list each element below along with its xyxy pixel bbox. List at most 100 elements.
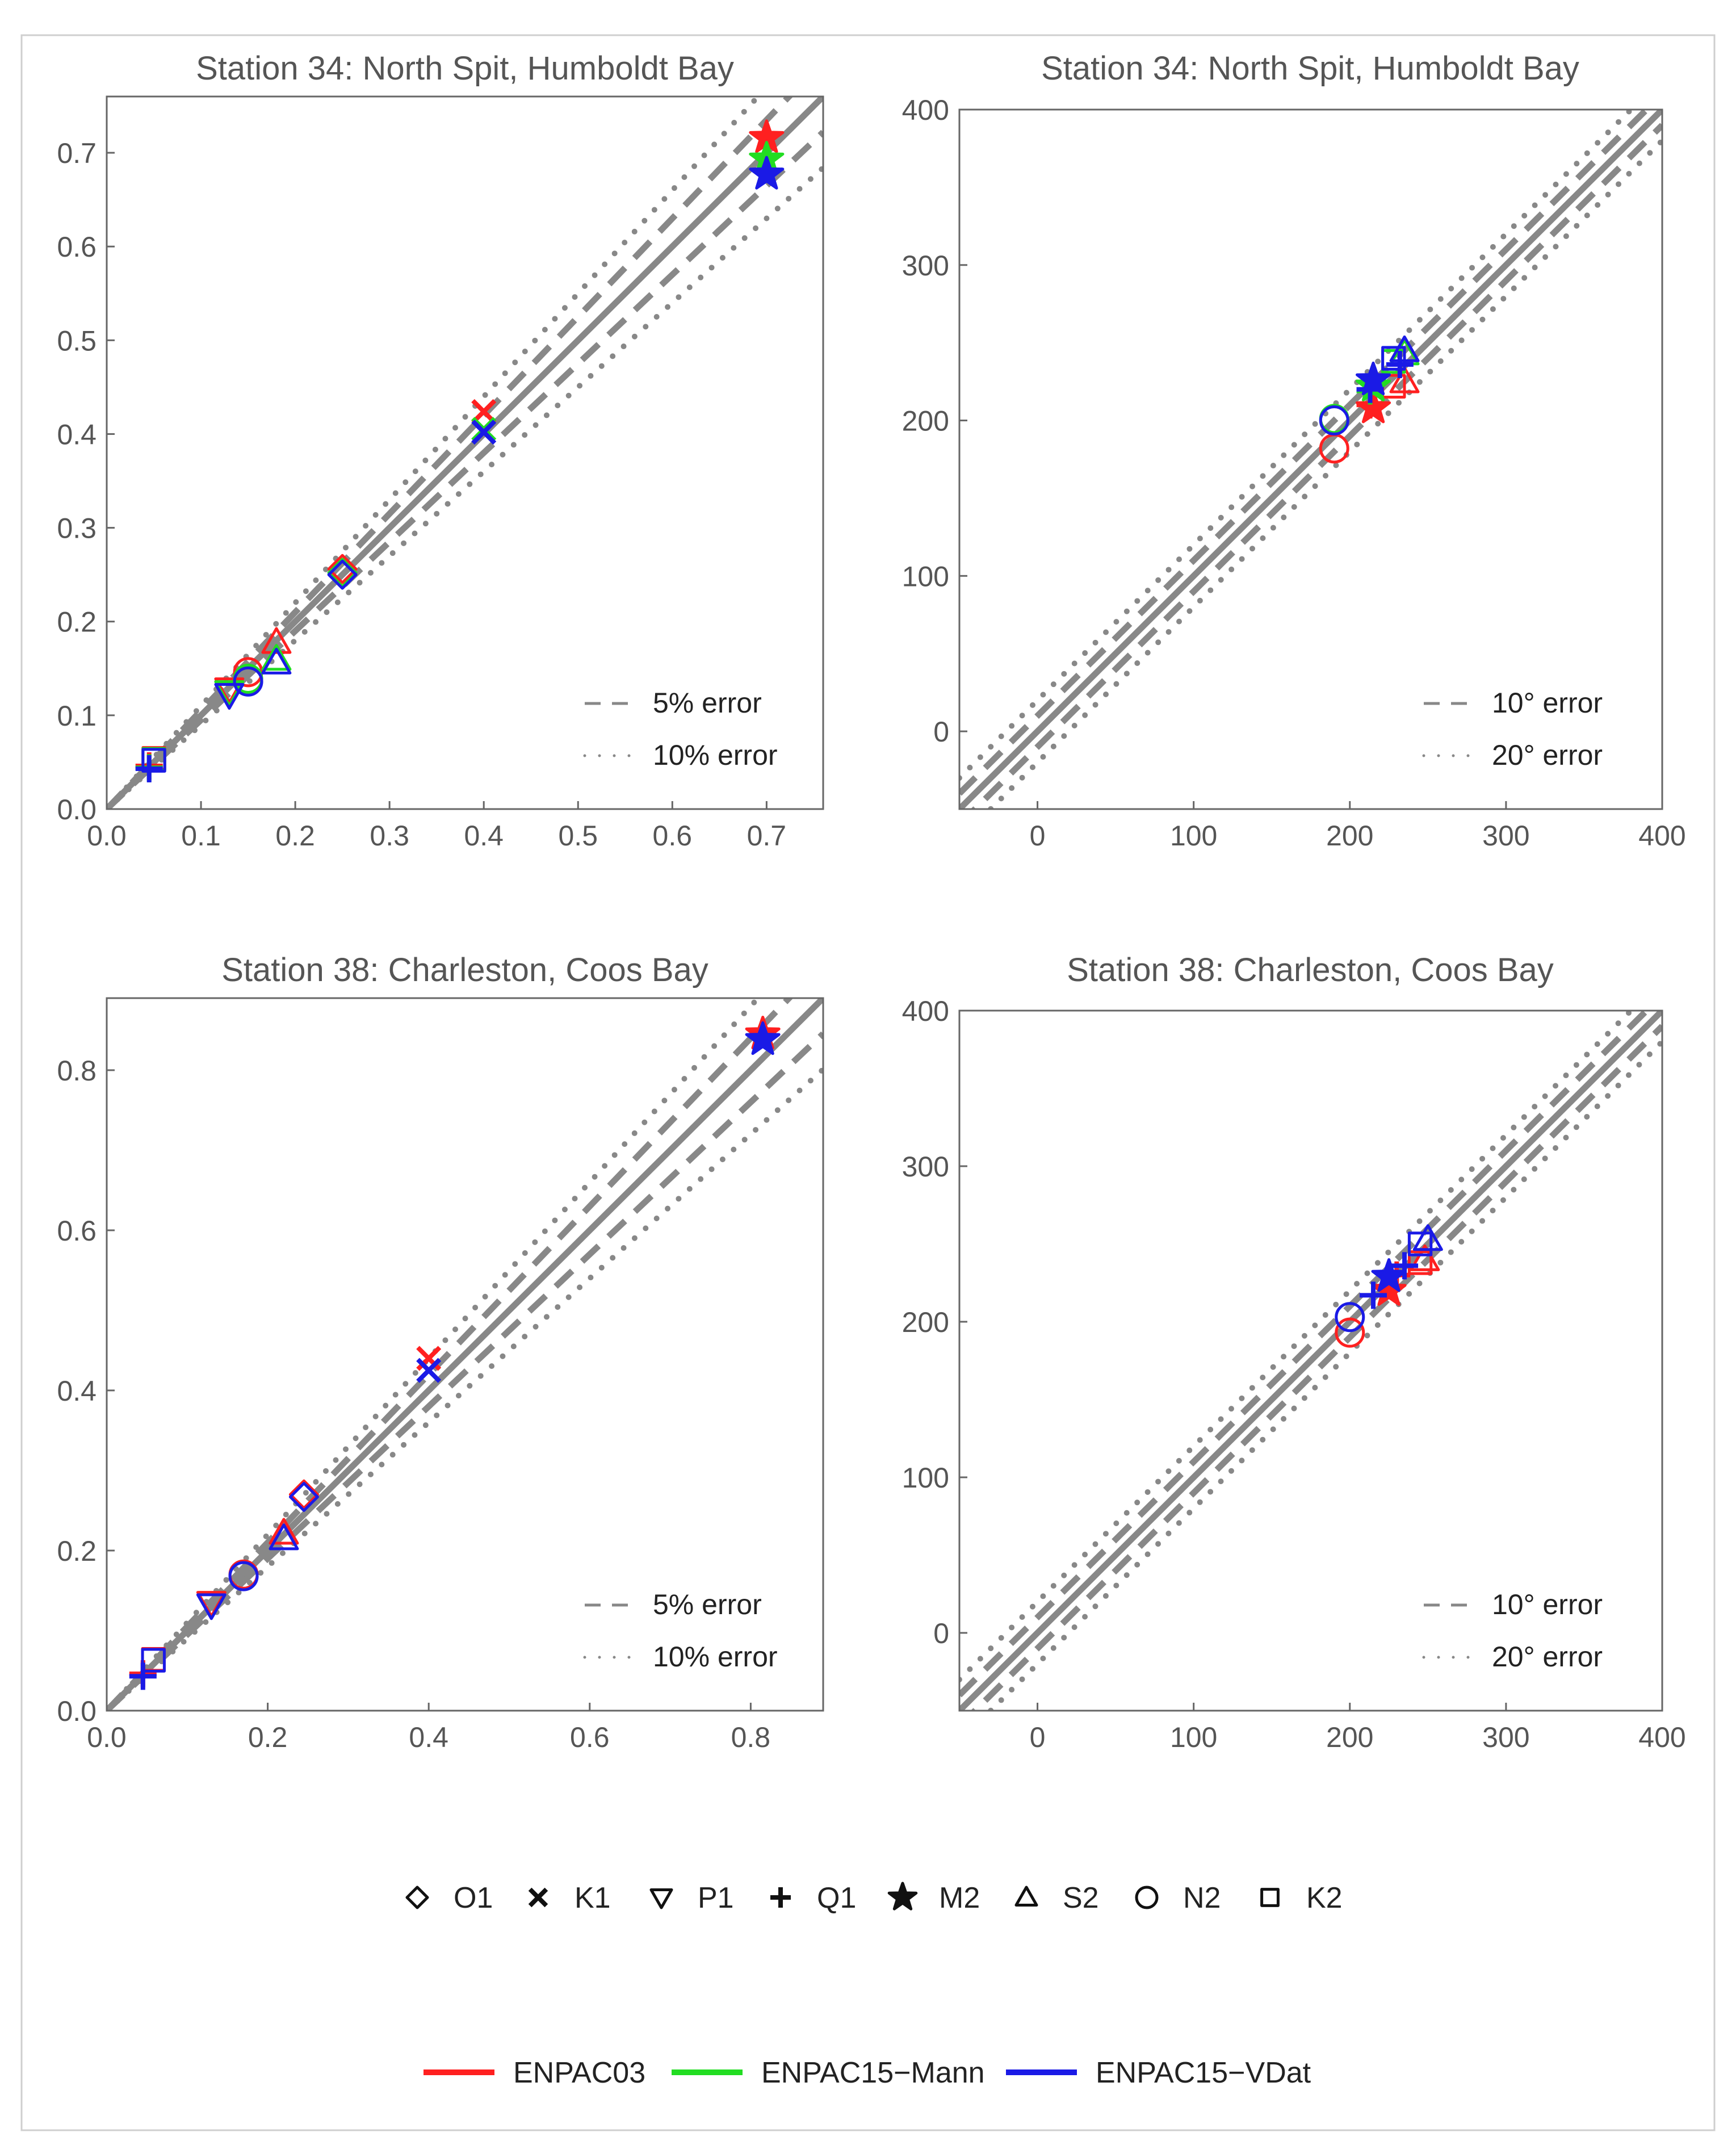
- upper-dotted-error-line: [107, 998, 762, 1711]
- data-points: [1319, 335, 1420, 464]
- point-n2: [233, 666, 263, 697]
- x-tick-label: 0: [1030, 1721, 1046, 1753]
- upper-dashed-error-line: [959, 1011, 1651, 1698]
- constituent-legend-item-s2: S2: [1014, 1882, 1099, 1914]
- dotted-legend-label: 20° error: [1492, 1641, 1603, 1673]
- point-m2: [1371, 1272, 1407, 1306]
- y-tick-label: 0.4: [57, 1375, 97, 1407]
- reference-lines: [959, 1011, 1662, 1711]
- point-p1: [196, 1593, 227, 1620]
- panel-amp38: Station 38: Charleston, Coos Bay 0.0 0.2 0.…: [57, 952, 824, 1753]
- triangle-up-icon: [1014, 1886, 1038, 1907]
- upper-dashed-error-line: [107, 97, 794, 809]
- y-tick-label: 300: [902, 1151, 949, 1183]
- error-legend: 5% error 10% error: [583, 687, 778, 771]
- point-k2: [141, 748, 166, 773]
- data-points: [135, 119, 785, 782]
- constituent-legend-label: Q1: [817, 1882, 856, 1914]
- lower-dashed-error-line: [970, 1024, 1662, 1711]
- point-k1: [416, 1358, 442, 1383]
- series-enpac15-vdat: [1319, 335, 1420, 436]
- triangle-down-icon: [649, 1888, 673, 1909]
- y-tick-label: 100: [902, 560, 949, 592]
- x-tick-label: 0.4: [464, 820, 504, 852]
- plot-frame: [106, 997, 824, 1712]
- y-tick-label: 0.3: [57, 513, 97, 544]
- chart-title: Station 38: Charleston, Coos Bay: [221, 952, 708, 988]
- y-tick-label: 0: [933, 716, 949, 748]
- reference-lines: [107, 998, 823, 1711]
- point-p1: [214, 683, 245, 710]
- point-k1: [471, 420, 497, 445]
- y-tick-label: 100: [902, 1462, 949, 1494]
- x-tick-label: 0.8: [731, 1721, 771, 1753]
- point-o1: [288, 1479, 319, 1510]
- point-n2: [1319, 405, 1349, 436]
- series-enpac15-vdat: [129, 1021, 781, 1690]
- x-tick-label: 0.1: [181, 820, 221, 852]
- chart-title: Station 34: North Spit, Humboldt Bay: [1041, 50, 1579, 87]
- dotted-legend-label: 10% error: [653, 739, 778, 771]
- dashed-legend-label: 5% error: [653, 687, 762, 719]
- lower-dashed-error-line: [970, 123, 1662, 809]
- y-tick-label: 200: [902, 405, 949, 437]
- model-legend-item: ENPAC15−Mann: [672, 2056, 985, 2089]
- plus-icon: [770, 1887, 791, 1908]
- plot-frame: [958, 1009, 1663, 1712]
- point-n2: [1335, 1317, 1365, 1348]
- x-tick-label: 0.2: [248, 1721, 288, 1753]
- x-tick-label: 0.3: [370, 820, 409, 852]
- dashed-legend-label: 5% error: [653, 1589, 762, 1620]
- point-s2: [261, 627, 292, 654]
- x-tick-label: 0.7: [747, 820, 787, 852]
- point-k1: [471, 399, 497, 424]
- y-tick-label: 300: [902, 250, 949, 282]
- y-tick-label: 0.6: [57, 1215, 97, 1247]
- model-legend: ENPAC03 ENPAC15−Mann ENPAC15−VDat: [423, 2056, 1311, 2089]
- x-tick-label: 100: [1170, 820, 1217, 852]
- x-tick-label: 0.2: [275, 820, 315, 852]
- point-q1: [135, 755, 163, 782]
- y-tick-label: 0.6: [57, 231, 97, 263]
- model-legend-label: ENPAC15−Mann: [761, 2056, 985, 2089]
- series-enpac15-vdat: [1335, 1224, 1443, 1333]
- error-legend: 10° error 20° error: [1422, 687, 1603, 771]
- point-q1: [1356, 375, 1384, 403]
- upper-dotted-error-line: [959, 1011, 1636, 1683]
- plot-frame: [958, 108, 1663, 810]
- dotted-legend-label: 10% error: [653, 1641, 778, 1673]
- point-s2: [269, 1518, 299, 1545]
- y-tick-label: 0.1: [57, 700, 97, 732]
- data-points: [129, 1016, 781, 1690]
- point-n2: [1335, 1302, 1365, 1333]
- point-n2: [228, 1561, 259, 1591]
- upper-dashed-error-line: [959, 110, 1651, 796]
- dashed-legend-label: 10° error: [1492, 1589, 1603, 1620]
- y-tick-label: 400: [902, 995, 949, 1027]
- upper-dashed-error-line: [107, 998, 794, 1711]
- x-tick-label: 300: [1482, 820, 1529, 852]
- one-to-one-line: [959, 1011, 1662, 1711]
- point-k2: [141, 1648, 166, 1673]
- panel-pha34: Station 34: North Spit, Humboldt Bay 0 100…: [902, 50, 1686, 852]
- point-s2: [1412, 1224, 1443, 1251]
- panel-pha38: Station 38: Charleston, Coos Bay 0 100 200 3…: [902, 952, 1686, 1753]
- constituent-legend-item-q1: Q1: [770, 1882, 856, 1914]
- lower-dotted-error-line: [986, 137, 1662, 809]
- point-m2: [745, 1021, 781, 1055]
- model-legend-item: ENPAC03: [423, 2056, 645, 2089]
- x-tick-label: 0.5: [559, 820, 598, 852]
- x-tick-label: 0.6: [653, 820, 693, 852]
- square-icon: [1260, 1888, 1280, 1907]
- point-q1: [1360, 1281, 1387, 1309]
- x-tick-label: 200: [1326, 820, 1373, 852]
- point-o1: [327, 559, 358, 590]
- x-tick-label: 0.0: [87, 1721, 127, 1753]
- constituent-legend-item-n2: N2: [1135, 1882, 1221, 1914]
- point-k2: [1381, 346, 1406, 371]
- error-legend: 10° error 20° error: [1422, 1589, 1603, 1673]
- constituent-legend-label: N2: [1183, 1882, 1221, 1914]
- x-tick-label: 0.0: [87, 820, 127, 852]
